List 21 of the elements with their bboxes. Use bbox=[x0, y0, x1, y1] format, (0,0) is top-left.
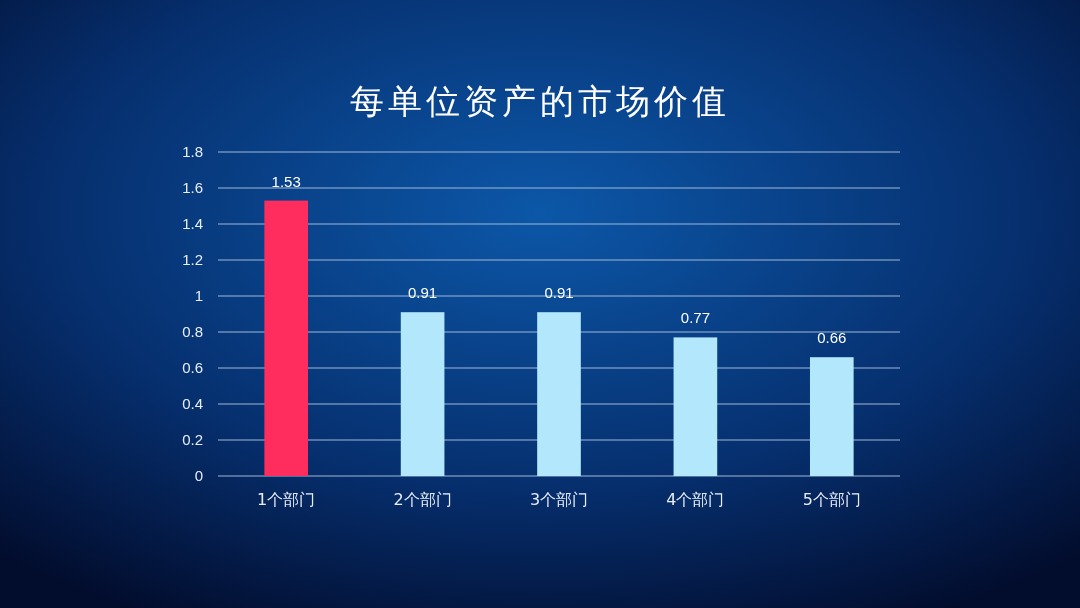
data-label: 0.77 bbox=[680, 309, 710, 327]
y-tick-label: 0.6 bbox=[182, 359, 203, 377]
x-tick-label: 1个部门 bbox=[257, 490, 316, 509]
chart-title: 每单位资产的市场价值 bbox=[350, 81, 730, 121]
y-tick-label: 1 bbox=[194, 287, 203, 305]
data-label: 1.53 bbox=[271, 172, 301, 190]
data-label: 0.91 bbox=[544, 284, 574, 302]
data-label: 0.91 bbox=[408, 284, 438, 302]
y-tick-label: 1.4 bbox=[182, 215, 203, 233]
x-tick-label: 5个部门 bbox=[802, 490, 861, 509]
x-tick-label: 4个部门 bbox=[666, 490, 725, 509]
x-tick-label: 2个部门 bbox=[393, 490, 452, 509]
y-tick-label: 1.6 bbox=[182, 179, 203, 197]
y-tick-label: 0.8 bbox=[182, 323, 203, 341]
y-tick-label: 1.2 bbox=[182, 251, 203, 269]
y-tick-label: 1.8 bbox=[182, 143, 203, 161]
y-tick-label: 0 bbox=[194, 467, 203, 485]
x-tick-label: 3个部门 bbox=[529, 490, 589, 509]
y-tick-label: 0.4 bbox=[182, 395, 203, 413]
data-label: 0.66 bbox=[817, 329, 847, 347]
y-tick-label: 0.2 bbox=[182, 431, 203, 449]
